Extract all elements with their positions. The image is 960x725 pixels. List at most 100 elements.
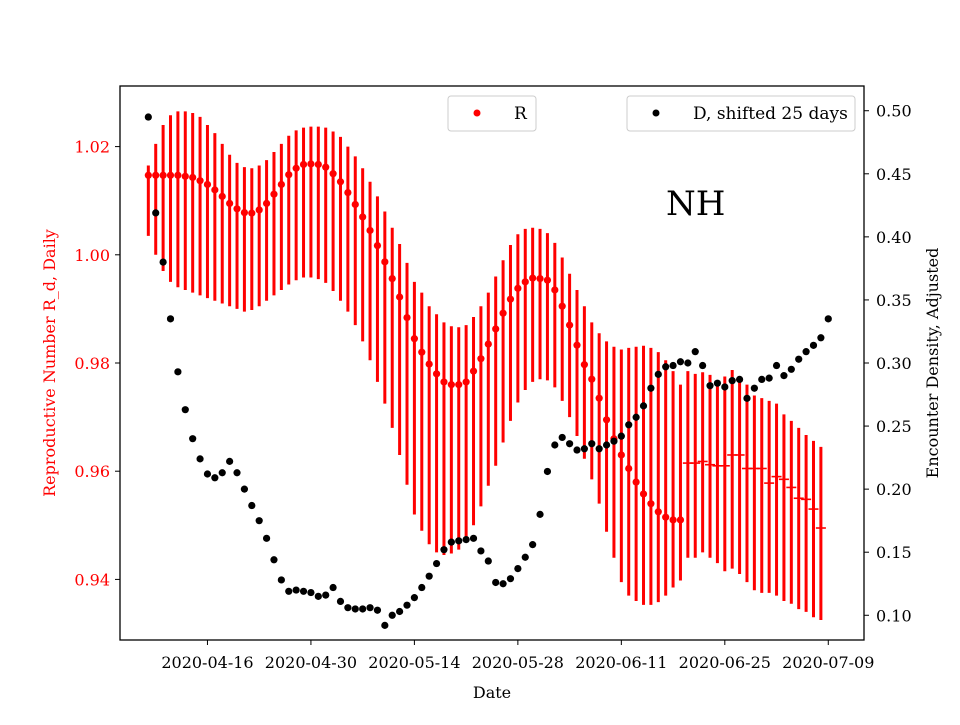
r-point [233,205,241,213]
d-point [211,474,219,482]
d-point [425,572,433,580]
d-point [410,594,418,602]
r-point [285,171,293,179]
r-point [551,286,559,294]
r-point [403,313,411,322]
d-point [418,583,426,592]
d-point [521,553,529,561]
r-point [181,172,189,180]
d-point [166,315,175,323]
r-point [440,378,448,386]
r-point [521,278,529,286]
r-point [299,160,308,169]
d-point [706,382,714,390]
legend-d-marker [652,109,660,117]
d-point [477,547,485,555]
r-point [566,321,574,329]
r-point [595,394,603,402]
r-point [477,355,485,363]
r-point [410,335,418,343]
r-point [255,206,263,214]
r-point [329,170,337,178]
r-point [189,173,197,182]
legend-d-label: D, shifted 25 days [693,104,848,124]
d-point [152,209,160,217]
d-point [277,576,285,584]
d-point [447,538,455,546]
r-point [529,274,537,282]
d-point [669,361,677,370]
d-point [292,586,300,594]
d-point [181,406,189,414]
left-y-axis-title: Reproductive Number R_d, Daily [40,229,59,497]
r-point [602,416,611,424]
d-point [580,445,588,453]
d-point [233,469,241,477]
d-point [743,394,751,402]
left-y-tick-label: 0.94 [74,570,110,589]
d-point [647,384,655,392]
d-point [336,597,345,606]
left-y-tick-label: 1.00 [74,246,110,265]
d-point [595,445,603,453]
right-y-tick-label: 0.30 [876,354,912,373]
r-point [174,171,182,179]
r-point [226,199,234,208]
d-point [403,601,411,609]
r-point [144,171,152,179]
d-point [484,557,492,565]
d-point [314,592,322,600]
r-point [639,490,648,498]
r-point [447,381,455,389]
d-point [469,534,478,542]
d-point [506,575,515,583]
r-point [322,163,330,171]
d-point [218,469,226,477]
r-point [203,180,212,189]
d-point [728,377,736,385]
d-point [366,604,374,612]
d-point [329,583,337,592]
d-point [462,535,470,544]
right-y-tick-label: 0.25 [876,417,912,436]
d-point [344,604,352,612]
d-point [765,374,773,382]
d-point [373,606,382,614]
d-point [351,605,359,613]
legend-d: D, shifted 25 days [626,95,856,132]
left-y-tick-label: 0.96 [74,462,110,481]
d-point [226,457,234,465]
d-point [691,348,699,356]
d-point [307,588,315,597]
right-y-tick-label: 0.50 [876,102,912,121]
d-point [203,470,212,478]
r-point [499,309,507,317]
d-point [396,607,404,616]
x-axis-title: Date [473,683,511,702]
d-point [285,587,293,595]
r-point [396,293,404,301]
d-point [824,315,832,323]
legend-r-label: R [514,104,528,124]
r-point [632,478,640,486]
d-point [617,432,625,440]
r-point [625,464,633,473]
d-point [721,383,729,391]
d-point [558,433,566,442]
r-point [662,513,670,521]
d-point [758,375,766,383]
d-point [159,258,167,266]
d-point [787,365,795,373]
r-point [336,178,345,186]
d-point [536,510,544,518]
left-y-tick-label: 1.02 [74,138,110,157]
r-point [351,200,359,209]
right-y-tick-label: 0.10 [876,606,912,625]
d-point [543,467,552,476]
d-point [625,421,633,429]
d-point [735,375,744,383]
d-point [270,556,278,564]
r-point [536,275,544,283]
d-point [639,402,648,410]
